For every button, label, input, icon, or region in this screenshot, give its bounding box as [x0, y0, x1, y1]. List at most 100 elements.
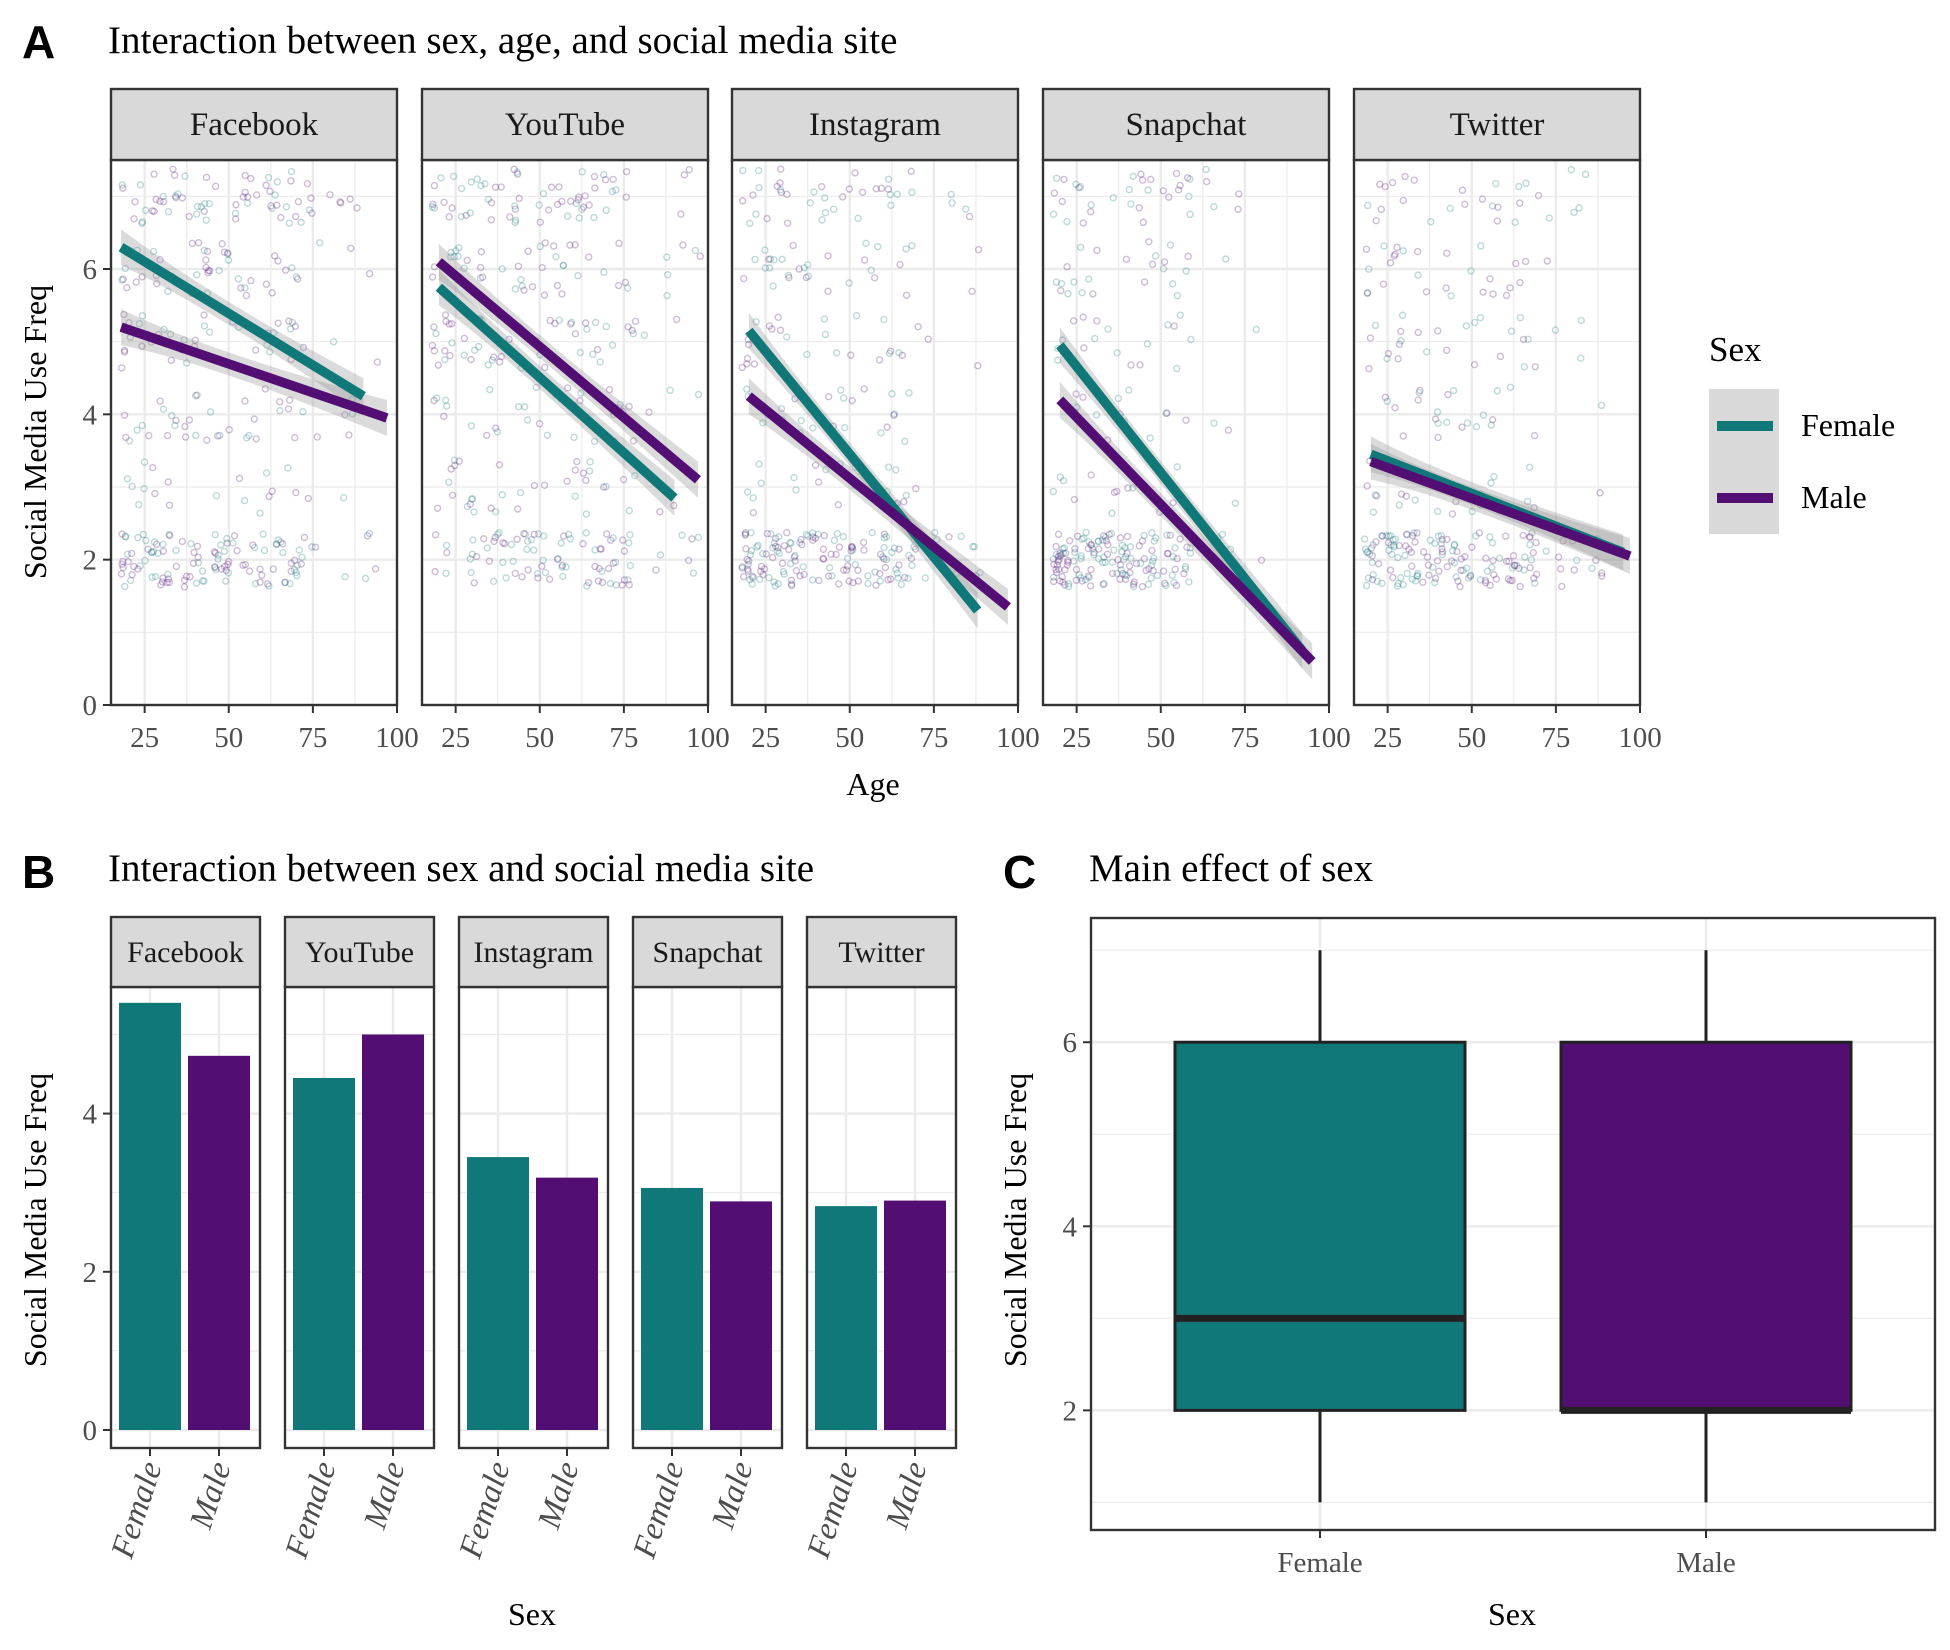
- data-point: [1426, 536, 1434, 544]
- data-point: [797, 535, 805, 544]
- data-point: [1379, 280, 1388, 288]
- data-point: [192, 210, 201, 218]
- data-point: [118, 276, 126, 284]
- x-tick-label: 25: [130, 722, 159, 754]
- data-point: [455, 457, 463, 465]
- data-point: [1054, 552, 1062, 561]
- data-point: [881, 563, 890, 572]
- data-point: [1057, 279, 1066, 288]
- data-point: [470, 579, 479, 587]
- data-point: [571, 492, 579, 501]
- data-point: [1058, 336, 1067, 344]
- data-point: [1061, 549, 1070, 557]
- data-point: [743, 385, 751, 393]
- data-point: [1052, 568, 1061, 577]
- data-point: [156, 397, 164, 405]
- data-point: [1393, 582, 1402, 590]
- data-point: [499, 558, 507, 567]
- data-point: [1086, 582, 1095, 590]
- bar-female: [641, 1187, 703, 1430]
- data-point: [606, 536, 615, 544]
- data-point: [234, 275, 243, 283]
- data-point: [1116, 534, 1125, 542]
- data-point: [744, 560, 752, 569]
- data-point: [1454, 577, 1462, 585]
- data-point: [495, 358, 504, 366]
- data-point: [1076, 243, 1085, 252]
- data-point: [591, 546, 599, 554]
- data-point: [539, 532, 548, 540]
- data-point: [538, 562, 546, 570]
- data-point: [441, 355, 449, 364]
- data-point: [117, 570, 126, 578]
- data-point: [819, 555, 828, 563]
- data-point: [553, 281, 562, 290]
- data-point: [187, 539, 195, 548]
- data-point: [741, 530, 750, 538]
- data-point: [220, 547, 228, 556]
- data-point: [618, 581, 626, 589]
- data-point: [279, 540, 287, 548]
- data-point: [169, 165, 177, 174]
- data-point: [810, 188, 818, 196]
- data-point: [1363, 482, 1371, 490]
- data-point: [295, 546, 303, 554]
- data-point: [626, 531, 634, 539]
- data-point: [204, 269, 212, 277]
- regression-line-female: [745, 327, 982, 614]
- data-point: [579, 203, 588, 211]
- data-point: [619, 475, 628, 484]
- data-point: [663, 291, 671, 300]
- data-point: [454, 252, 462, 261]
- data-point: [1127, 200, 1135, 208]
- data-point: [1125, 185, 1133, 194]
- data-point: [755, 460, 763, 468]
- data-point: [1058, 573, 1066, 581]
- x-tick-label: 50: [525, 722, 554, 754]
- data-point: [181, 172, 189, 180]
- data-point: [602, 206, 610, 214]
- facet-strip: [420, 87, 710, 162]
- data-point: [968, 287, 976, 296]
- data-point: [1125, 386, 1133, 394]
- data-point: [800, 570, 808, 579]
- data-point: [578, 205, 586, 214]
- data-point: [1374, 560, 1383, 568]
- data-point: [495, 528, 503, 537]
- data-point: [1520, 363, 1529, 371]
- data-point: [752, 318, 760, 326]
- data-point: [1457, 566, 1465, 575]
- data-point: [892, 565, 900, 574]
- data-point: [585, 467, 594, 475]
- data-point: [1402, 542, 1410, 550]
- data-point: [785, 273, 793, 282]
- data-point: [1522, 179, 1530, 187]
- data-point: [121, 582, 129, 591]
- data-point: [598, 578, 607, 587]
- data-point: [1425, 571, 1433, 579]
- data-point: [245, 431, 253, 440]
- data-point: [789, 241, 797, 250]
- data-point: [239, 193, 247, 201]
- data-point: [583, 582, 591, 590]
- data-point: [1170, 578, 1178, 587]
- data-point: [466, 209, 474, 217]
- data-point: [1144, 186, 1152, 194]
- data-point: [1186, 175, 1194, 183]
- data-point: [819, 554, 827, 563]
- data-point: [1087, 208, 1095, 216]
- data-point: [130, 215, 138, 223]
- data-point: [620, 576, 629, 584]
- data-point: [1487, 421, 1496, 429]
- data-point: [609, 559, 618, 567]
- data-point: [1490, 571, 1498, 579]
- data-point: [567, 318, 576, 327]
- data-point: [514, 402, 523, 411]
- data-point: [1506, 284, 1514, 292]
- data-point: [1101, 558, 1109, 567]
- data-point: [957, 532, 965, 541]
- data-point: [1078, 577, 1086, 585]
- data-point: [670, 501, 678, 510]
- data-point: [1390, 252, 1398, 260]
- data-point: [371, 565, 380, 573]
